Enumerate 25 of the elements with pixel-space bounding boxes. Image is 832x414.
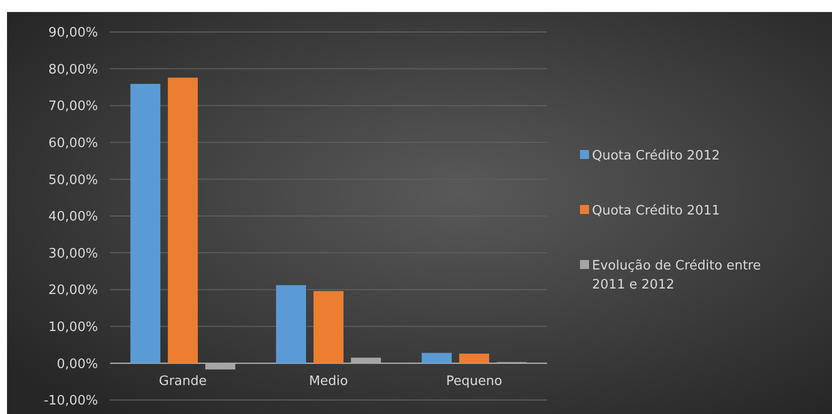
y-tick-label: 50,00% <box>48 172 98 188</box>
y-tick-label: 90,00% <box>48 26 98 41</box>
legend-label: Evolução de Crédito entre 2011 e 2012 <box>592 258 761 293</box>
bar <box>168 78 198 364</box>
y-tick-label: -10,00% <box>44 394 98 409</box>
bar <box>459 354 490 364</box>
bar <box>350 358 381 364</box>
bar <box>130 84 160 364</box>
y-tick-label: 0,00% <box>56 356 98 372</box>
legend-label: Quota Crédito 2012 <box>592 148 720 164</box>
y-tick-label: 30,00% <box>48 246 98 262</box>
x-tick-label: Medio <box>308 374 348 390</box>
bar <box>314 291 344 364</box>
x-tick-label: Pequeno <box>446 374 502 390</box>
y-tick-label: 10,00% <box>48 320 98 335</box>
y-tick-label: 60,00% <box>48 136 98 151</box>
y-tick-label: 70,00% <box>48 99 98 114</box>
y-tick-label: 20,00% <box>48 283 98 298</box>
bar <box>276 285 306 364</box>
x-tick-label: Grande <box>158 374 207 390</box>
bar <box>422 352 452 364</box>
legend-label: Quota Crédito 2011 <box>592 204 720 219</box>
bar <box>205 363 236 370</box>
y-tick-label: 80,00% <box>48 62 98 78</box>
y-tick-label: 40,00% <box>48 210 98 225</box>
